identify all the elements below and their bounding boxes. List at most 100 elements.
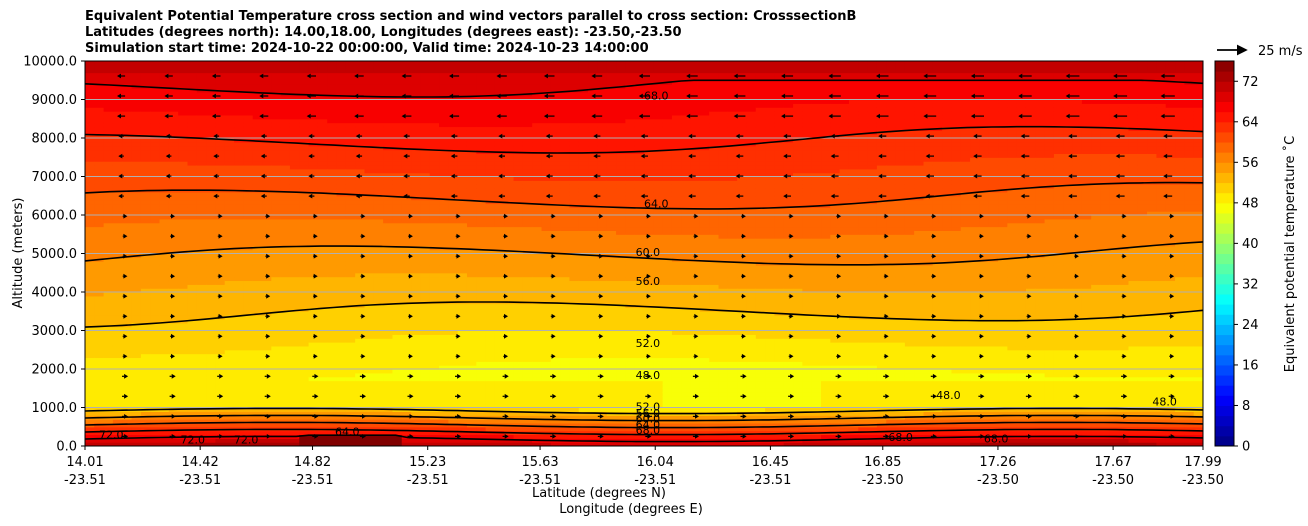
contour-fill-cell — [289, 376, 300, 382]
contour-fill-cell — [234, 361, 244, 366]
contour-fill-cell — [439, 141, 449, 147]
contour-fill-cell — [196, 141, 207, 147]
contour-fill-cell — [457, 80, 468, 85]
contour-fill-cell — [196, 415, 207, 420]
contour-fill-cell — [131, 284, 142, 289]
contour-fill-cell — [494, 241, 505, 247]
contour-fill-cell — [178, 245, 189, 251]
contour-fill-cell — [206, 315, 217, 320]
contour-fill-cell — [262, 107, 272, 112]
contour-fill-cell — [280, 218, 291, 224]
contour-fill-cell — [355, 272, 366, 278]
contour-fill-cell — [355, 322, 366, 328]
contour-fill-cell — [522, 191, 533, 197]
contour-fill-cell — [392, 311, 403, 316]
contour-fill-cell — [317, 315, 328, 320]
contour-fill-cell — [280, 84, 291, 89]
contour-fill-cell — [224, 438, 235, 443]
contour-fill-cell — [317, 334, 328, 339]
contour-fill-cell — [150, 207, 161, 212]
contour-fill-cell — [420, 130, 431, 135]
contour-fill-cell — [224, 345, 235, 351]
contour-fill-cell — [224, 76, 235, 81]
contour-fill-cell — [85, 392, 95, 397]
contour-fill-cell — [355, 111, 366, 116]
contour-fill-cell — [289, 145, 300, 151]
contour-fill-cell — [336, 118, 347, 124]
contour-fill-cell — [522, 372, 533, 378]
contour-fill-cell — [466, 164, 477, 170]
contour-fill-cell — [94, 215, 105, 220]
contour-fill-cell — [420, 434, 431, 439]
contour-fill-cell — [336, 99, 347, 104]
contour-fill-cell — [541, 111, 552, 116]
contour-fill-cell — [448, 87, 459, 93]
contour-fill-cell — [364, 426, 375, 432]
contour-fill-cell — [159, 303, 170, 308]
contour-fill-cell — [289, 114, 300, 120]
contour-fill-cell — [383, 72, 394, 77]
contour-fill-cell — [112, 61, 123, 66]
contour-fill-cell — [122, 111, 133, 116]
contour-fill-cell — [327, 380, 338, 385]
contour-fill-cell — [103, 307, 114, 312]
contour-fill-cell — [345, 164, 356, 170]
contour-fill-cell — [485, 426, 496, 432]
contour-fill-cell — [159, 272, 170, 278]
contour-fill-cell — [94, 199, 105, 205]
contour-fill-cell — [280, 191, 291, 197]
contour-fill-cell — [373, 349, 384, 355]
contour-fill-cell — [411, 191, 421, 197]
contour-fill-cell — [159, 284, 170, 289]
contour-fill-cell — [131, 222, 142, 228]
contour-fill-cell — [522, 168, 533, 174]
contour-fill-cell — [234, 272, 244, 278]
contour-fill-cell — [262, 103, 272, 108]
contour-fill-cell — [289, 284, 300, 289]
contour-fill-cell — [224, 407, 235, 412]
contour-fill-cell — [466, 407, 477, 412]
contour-fill-cell — [224, 126, 235, 131]
contour-fill-cell — [168, 222, 179, 228]
contour-fill-cell — [364, 430, 375, 436]
contour-fill-cell — [401, 430, 412, 436]
contour-fill-cell — [206, 392, 217, 397]
contour-fill-cell — [466, 284, 477, 289]
contour-fill-cell — [243, 384, 254, 389]
contour-fill-cell — [131, 426, 142, 432]
contour-fill-cell — [178, 334, 189, 339]
contour-fill-cell — [336, 222, 347, 228]
contour-fill-cell — [355, 261, 366, 266]
contour-fill-cell — [224, 338, 235, 343]
contour-fill-cell — [206, 149, 217, 154]
contour-fill-cell — [94, 80, 105, 85]
contour-fill-cell — [308, 191, 319, 197]
contour-fill-cell — [271, 318, 282, 324]
contour-fill-cell — [187, 218, 198, 224]
contour-fill-cell — [112, 388, 123, 393]
contour-fill-cell — [168, 369, 179, 374]
contour-fill-cell — [168, 153, 179, 158]
contour-fill-cell — [243, 380, 254, 385]
contour-fill-cell — [271, 188, 282, 193]
contour-fill-cell — [252, 345, 263, 351]
contour-fill-cell — [439, 222, 449, 228]
contour-fill-cell — [532, 261, 543, 266]
contour-fill-cell — [168, 64, 179, 70]
contour-fill-cell — [299, 303, 310, 308]
contour-fill-cell — [345, 268, 356, 274]
contour-fill-cell — [271, 72, 282, 77]
contour-fill-cell — [373, 334, 384, 339]
contour-fill-cell — [280, 380, 291, 385]
contour-fill-cell — [215, 130, 226, 135]
contour-fill-cell — [206, 111, 217, 116]
contour-fill-cell — [448, 145, 459, 151]
contour-fill-cell — [383, 149, 394, 154]
contour-fill-cell — [392, 172, 403, 178]
contour-fill-cell — [336, 280, 347, 285]
contour-fill-cell — [522, 365, 533, 370]
contour-fill-cell — [252, 288, 263, 293]
contour-fill-cell — [457, 118, 468, 124]
contour-fill-cell — [522, 353, 533, 359]
contour-fill-cell — [112, 99, 123, 104]
